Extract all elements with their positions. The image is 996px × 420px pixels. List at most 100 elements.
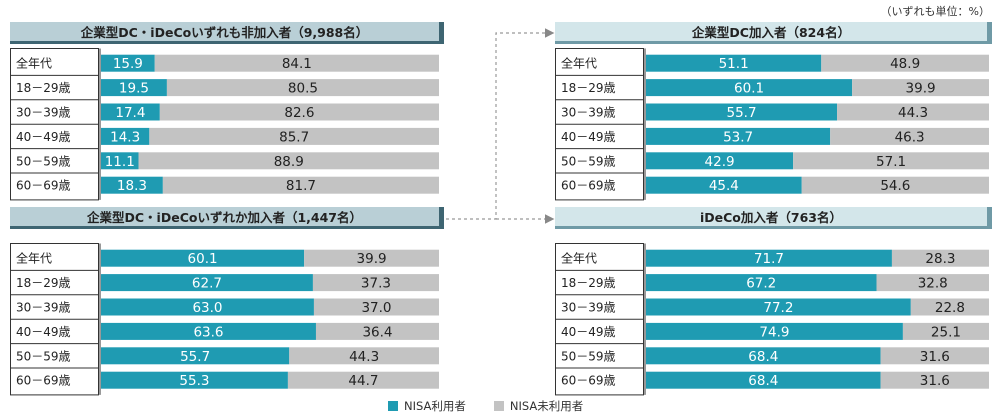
chart-dc-member: 全年代 51.1 48.9 18－29歳 60.1 39.9 30－39歳 55.7 44.3 4… (555, 48, 989, 201)
category-label: 40－49歳 (561, 325, 616, 339)
panel-dc-member: 企業型DC加入者（824名） 全年代 51.1 48.9 18－29歳 60.1 39.9… (555, 22, 992, 204)
category-label: 40－49歳 (16, 325, 71, 339)
value-label-unused: 80.5 (288, 81, 318, 97)
bar-nisa-unused (793, 152, 989, 170)
bar-nisa-used (646, 127, 831, 145)
category-label: 50－59歳 (561, 349, 616, 363)
bar-nisa-used (101, 347, 290, 365)
bar-nisa-used (646, 322, 903, 340)
bar-nisa-used (646, 298, 911, 316)
chart-ideco-member: 全年代 71.7 28.3 18－29歳 67.2 32.8 30－39歳 77.2 22.8 4… (555, 243, 989, 396)
bar-nisa-unused (289, 347, 439, 365)
category-label: 全年代 (16, 56, 52, 71)
category-label: 50－59歳 (561, 154, 616, 168)
bar-nisa-used (101, 274, 313, 292)
value-label-unused: 31.6 (920, 373, 950, 389)
value-label-used: 15.9 (113, 56, 143, 72)
panel-ideco-member: iDeCo加入者（763名） 全年代 71.7 28.3 18－29歳 67.2 32.8… (555, 207, 992, 397)
legend-item-used: NISA利用者 (388, 398, 466, 414)
value-label-unused: 82.6 (284, 105, 314, 121)
value-label-unused: 28.3 (925, 251, 955, 267)
value-label-unused: 25.1 (931, 324, 961, 340)
value-label-used: 45.4 (709, 178, 739, 194)
bar-nisa-used (101, 298, 314, 316)
bar-nisa-used (646, 79, 853, 97)
bar-nisa-used (646, 152, 794, 170)
value-label-used: 17.4 (115, 105, 145, 121)
value-label-used: 71.7 (754, 251, 784, 267)
bar-nisa-unused (880, 371, 989, 389)
category-label: 50－59歳 (16, 154, 71, 168)
category-label: 30－39歳 (16, 106, 71, 120)
category-label: 全年代 (16, 251, 52, 266)
bar-nisa-used (646, 249, 892, 267)
connector-line (446, 28, 555, 220)
bar-nisa-unused (312, 274, 439, 292)
bar-nisa-unused (315, 322, 439, 340)
bar-nisa-unused (149, 127, 440, 145)
bar-nisa-unused (287, 371, 439, 389)
value-label-used: 63.6 (193, 324, 223, 340)
bar-nisa-unused (801, 176, 989, 194)
value-label-unused: 36.4 (362, 324, 392, 340)
bar-nisa-unused (876, 274, 989, 292)
category-label: 40－49歳 (16, 130, 71, 144)
bar-nisa-unused (304, 249, 439, 267)
bar-nisa-used (646, 176, 802, 194)
value-label-used: 55.7 (180, 349, 210, 365)
category-label: 30－39歳 (16, 301, 71, 315)
value-label-unused: 46.3 (895, 129, 925, 145)
bar-nisa-used (646, 54, 822, 72)
value-label-unused: 88.9 (274, 154, 304, 170)
bar-nisa-unused (166, 79, 439, 97)
bar-nisa-unused (821, 54, 989, 72)
category-label: 18－29歳 (561, 276, 616, 290)
bar-nisa-unused (880, 347, 989, 365)
category-label: 60－69歳 (561, 179, 616, 193)
category-label: 40－49歳 (561, 130, 616, 144)
value-label-unused: 44.3 (349, 349, 379, 365)
value-label-unused: 37.0 (361, 300, 391, 316)
value-label-unused: 84.1 (282, 56, 312, 72)
legend-item-unused: NISA未利用者 (493, 398, 583, 414)
category-label: 18－29歳 (16, 276, 71, 290)
legend: NISA利用者 NISA未利用者 (388, 398, 611, 414)
panel-either-member: 企業型DC・iDeCoいずれか加入者（1,447名） 全年代 60.1 39.9 18… (10, 207, 444, 397)
legend-swatch-used (388, 401, 398, 411)
value-label-used: 60.1 (188, 251, 218, 267)
legend-swatch-unused (493, 401, 504, 411)
bar-nisa-used (101, 127, 150, 145)
category-label: 60－69歳 (561, 374, 616, 388)
value-label-unused: 37.3 (361, 276, 391, 292)
bar-nisa-used (101, 103, 160, 121)
value-label-used: 60.1 (734, 81, 764, 97)
value-label-used: 14.3 (110, 129, 140, 145)
bar-nisa-unused (162, 176, 439, 194)
bar-nisa-unused (313, 298, 439, 316)
category-label: 30－39歳 (561, 301, 616, 315)
panel-title: 企業型DC・iDeCoいずれか加入者（1,447名） (10, 207, 444, 229)
value-label-unused: 44.7 (348, 373, 378, 389)
value-label-unused: 48.9 (890, 56, 920, 72)
value-label-used: 18.3 (117, 178, 147, 194)
bar-nisa-unused (852, 79, 989, 97)
bar-nisa-used (101, 152, 139, 170)
value-label-used: 67.2 (746, 276, 776, 292)
chart-nonmember: 全年代 15.9 84.1 18－29歳 19.5 80.5 30－39歳 17.4 82.6 4… (10, 48, 440, 201)
bar-nisa-used (101, 176, 163, 194)
value-label-unused: 31.6 (920, 349, 950, 365)
value-label-used: 19.5 (119, 81, 149, 97)
panel-title: 企業型DC・iDeCoいずれも非加入者（9,988名） (10, 22, 444, 44)
value-label-used: 77.2 (763, 300, 793, 316)
value-label-used: 55.7 (726, 105, 756, 121)
value-label-unused: 57.1 (876, 154, 906, 170)
value-label-unused: 85.7 (279, 129, 309, 145)
unit-note: （いずれも単位：%） (880, 5, 990, 18)
bar-nisa-unused (902, 322, 989, 340)
panel-title: iDeCo加入者（763名） (555, 207, 992, 229)
category-label: 18－29歳 (561, 81, 616, 95)
value-label-unused: 39.9 (906, 81, 936, 97)
value-label-used: 68.4 (748, 373, 778, 389)
value-label-used: 63.0 (192, 300, 222, 316)
bar-nisa-unused (159, 103, 439, 121)
